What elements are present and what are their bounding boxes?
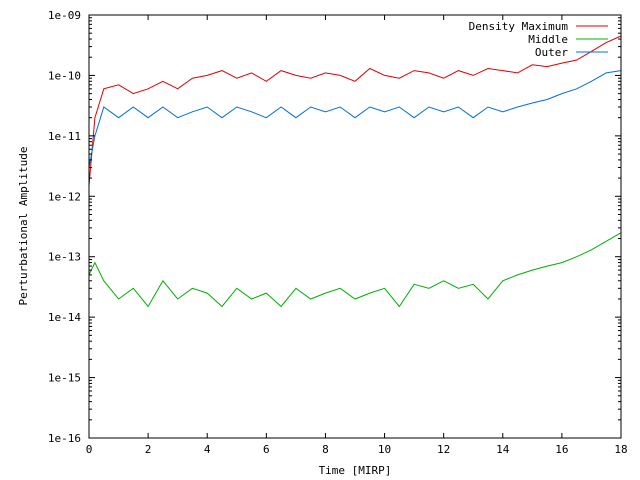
series-line-1	[88, 35, 622, 186]
x-axis-label: Time [MIRP]	[319, 464, 392, 477]
series-lines	[88, 35, 622, 308]
x-tick-label: 4	[204, 443, 211, 456]
y-tick-label: 1e-12	[48, 190, 81, 203]
plot-frame	[88, 14, 622, 439]
x-tick-label: 0	[86, 443, 93, 456]
y-tick-label: 1e-16	[48, 432, 81, 445]
y-tick-label: 1e-14	[48, 311, 81, 324]
x-tick-label: 16	[555, 443, 568, 456]
x-tick-label: 8	[322, 443, 329, 456]
y-axis-label: Perturbational Amplitude	[17, 147, 30, 306]
series-line-3	[88, 70, 622, 168]
legend-label: Outer	[535, 46, 568, 59]
x-tick-label: 18	[614, 443, 627, 456]
y-tick-label: 1e-09	[48, 9, 81, 22]
x-axis-ticks: 0 2 4 6 8 10 12 14 16 18	[86, 15, 628, 456]
legend-label: Middle	[528, 33, 568, 46]
x-tick-label: 12	[437, 443, 450, 456]
series-line-2	[88, 232, 622, 308]
y-tick-label: 1e-13	[48, 251, 81, 264]
legend-label: Density Maximum	[469, 20, 569, 33]
y-tick-label: 1e-10	[48, 69, 81, 82]
x-tick-label: 2	[145, 443, 152, 456]
y-axis-ticks: 1e-16 1e-15 1e-14 1e-13 1e-12 1e-11 1e-10 1e-09	[48, 9, 621, 445]
x-tick-label: 6	[263, 443, 270, 456]
x-tick-label: 14	[496, 443, 510, 456]
y-tick-label: 1e-15	[48, 372, 81, 385]
y-tick-label: 1e-11	[48, 130, 81, 143]
x-tick-label: 10	[378, 443, 391, 456]
